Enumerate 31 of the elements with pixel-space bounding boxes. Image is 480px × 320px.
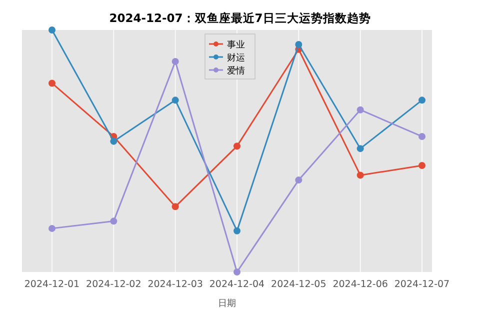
point (48, 80, 56, 87)
legend-label: 爱情 (227, 66, 245, 76)
point (234, 268, 240, 276)
point (172, 203, 179, 210)
point (48, 26, 56, 34)
point (356, 106, 364, 114)
point (234, 142, 240, 150)
x-tick-label: 2024-12-03 (148, 279, 203, 290)
point (356, 172, 364, 179)
point (48, 224, 56, 232)
legend-label: 财运 (227, 52, 245, 64)
x-tick-label: 2024-12-06 (332, 279, 388, 290)
point (295, 176, 302, 184)
x-tick-label: 2024-12-07 (394, 279, 450, 290)
x-tick-label: 2024-12-01 (24, 279, 80, 290)
point (172, 58, 179, 65)
point (418, 96, 426, 104)
point (418, 132, 426, 140)
x-axis-title: 日期 (218, 298, 236, 309)
point (110, 138, 118, 145)
point (172, 96, 179, 104)
x-tick-label: 2024-12-04 (209, 279, 265, 290)
legend-label: 事业 (227, 40, 245, 50)
chart-title: 2024-12-07：双鱼座最近7日三大运势指数趋势 (109, 11, 371, 25)
x-tick-label: 2024-12-05 (271, 279, 326, 290)
x-tick-label: 2024-12-02 (86, 279, 142, 290)
point (234, 227, 240, 234)
point (418, 162, 426, 170)
point (356, 145, 364, 152)
point (295, 41, 302, 48)
point (110, 218, 118, 225)
